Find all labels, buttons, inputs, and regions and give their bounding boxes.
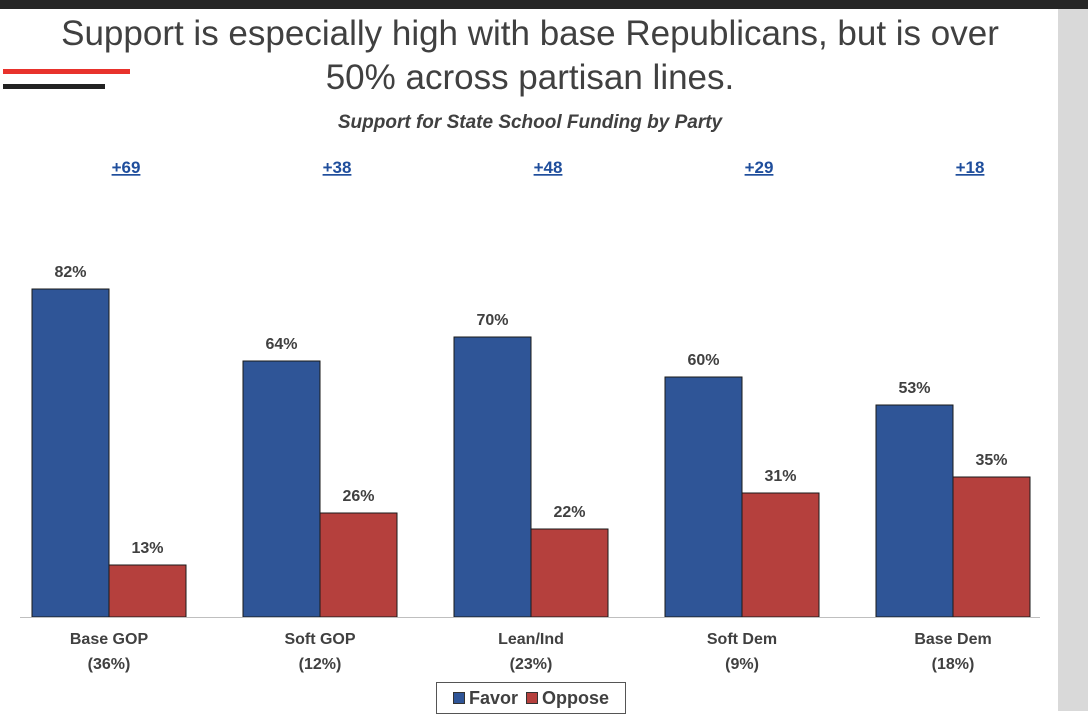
net-margin-3: +48 [534, 158, 563, 177]
data-label-favor-4: 60% [687, 352, 719, 369]
category-sublabel-5: (18%) [932, 656, 975, 673]
category-label-2: Soft GOP [284, 631, 355, 648]
data-label-oppose-5: 35% [975, 452, 1007, 469]
bar-favor-1 [31, 288, 110, 618]
legend-swatch-favor [452, 692, 465, 704]
category-label-4: Soft Dem [707, 631, 777, 648]
decorative-red-line [3, 69, 130, 74]
category-sublabel-1: (36%) [88, 656, 131, 673]
category-label-3: Lean/Ind [498, 631, 564, 648]
data-label-favor-2: 64% [265, 336, 297, 353]
bar-oppose-1 [108, 564, 187, 618]
bar-chart: 82% 13% Base GOP (36%) +69 64% 26% Soft GOP (12%… [20, 158, 1040, 673]
legend-label-oppose: Oppose [542, 687, 610, 708]
right-edge-strip [1058, 9, 1088, 711]
bar-favor-4 [664, 376, 743, 618]
decorative-dark-line [3, 84, 105, 89]
slide-title-line-1: Support is especially high with base Rep… [61, 14, 999, 53]
data-label-favor-1: 82% [54, 264, 86, 281]
bar-oppose-3 [530, 528, 609, 618]
legend-swatch-oppose [526, 692, 538, 704]
net-margin-4: +29 [745, 158, 774, 177]
top-bar [0, 0, 1088, 9]
bar-favor-2 [242, 360, 321, 618]
legend: Favor Oppose [436, 682, 626, 714]
category-sublabel-2: (12%) [299, 656, 342, 673]
bar-favor-3 [453, 336, 532, 618]
data-label-favor-5: 53% [898, 380, 930, 397]
chart-title: Support for State School Funding by Part… [337, 112, 723, 133]
bar-favor-5 [875, 404, 954, 618]
legend-label-favor: Favor [468, 687, 518, 708]
category-label-5: Base Dem [914, 631, 991, 648]
data-label-oppose-2: 26% [342, 488, 374, 505]
category-sublabel-4: (9%) [725, 656, 759, 673]
data-label-oppose-3: 22% [553, 504, 585, 521]
slide-title-line-2: 50% across partisan lines. [325, 58, 735, 97]
bar-oppose-2 [319, 512, 398, 618]
slide-title: Support is especially high with base Rep… [0, 12, 1060, 100]
data-label-favor-3: 70% [476, 312, 508, 329]
net-margin-1: +69 [112, 158, 141, 177]
net-margin-2: +38 [323, 158, 352, 177]
data-label-oppose-1: 13% [131, 540, 163, 557]
legend-item-favor: Favor [452, 687, 518, 709]
category-sublabel-3: (23%) [510, 656, 553, 673]
category-label-1: Base GOP [70, 631, 149, 648]
net-margin-5: +18 [956, 158, 985, 177]
bar-oppose-5 [952, 476, 1031, 618]
data-label-oppose-4: 31% [764, 468, 796, 485]
bar-oppose-4 [741, 492, 820, 618]
legend-item-oppose: Oppose [526, 688, 609, 709]
